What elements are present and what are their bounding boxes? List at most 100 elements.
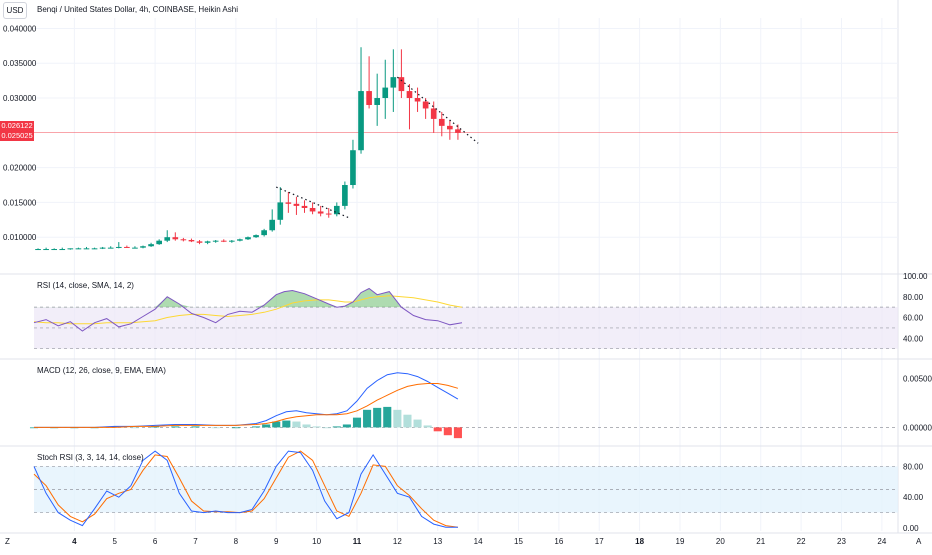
candle-body — [422, 101, 429, 109]
time-axis-tick-label: 13 — [433, 537, 442, 546]
candle-body — [156, 240, 162, 245]
time-axis-tick-label: 8 — [234, 537, 239, 546]
rsi-ma-line — [33, 295, 463, 325]
time-axis-tick-label: 12 — [393, 537, 402, 546]
candle-body — [172, 237, 179, 240]
candle-body — [382, 87, 389, 99]
macd-histogram-bar — [413, 419, 422, 428]
auto-scale-icon[interactable]: Z — [5, 537, 10, 546]
candle-body — [261, 230, 267, 236]
candle-body — [164, 237, 171, 241]
macd-histogram-bar — [453, 427, 462, 439]
candle-body — [75, 248, 82, 250]
macd-histogram-bar — [272, 421, 281, 428]
stoch-axis-tick-label: 40.00 — [903, 493, 924, 502]
time-axis-tick-label: 23 — [837, 537, 846, 546]
macd-histogram-bar — [433, 427, 442, 432]
candle-body — [43, 249, 49, 251]
time-axis-tick-label: 4 — [72, 537, 77, 546]
time-axis-tick-label: 18 — [635, 537, 644, 546]
candle-body — [196, 241, 203, 243]
last-price-tag: 0.026122 — [0, 121, 34, 131]
macd-histogram-bar — [352, 417, 362, 428]
rsi-overbought-fill — [34, 288, 462, 308]
time-axis-tick-label: 22 — [797, 537, 806, 546]
candle-body — [358, 91, 364, 151]
macd-histogram-bar — [282, 420, 291, 428]
candle-body — [204, 241, 211, 243]
candle-body — [414, 98, 421, 102]
macd-histogram-bar — [332, 426, 341, 428]
time-axis-tick-label: 21 — [756, 537, 765, 546]
candle-body — [455, 129, 461, 133]
countdown-price-tag: 0.025025 — [0, 131, 34, 141]
currency-button[interactable]: USD — [3, 2, 27, 19]
auto-axis-icon[interactable]: A — [916, 537, 922, 546]
candle-body — [366, 91, 372, 105]
candle-body — [115, 246, 122, 248]
macd-histogram-bar — [393, 409, 402, 428]
time-axis-tick-label: 7 — [193, 537, 198, 546]
candle-body — [188, 239, 195, 242]
candle-body — [229, 240, 235, 242]
macd-histogram-bar — [443, 427, 452, 436]
candle-body — [245, 237, 251, 240]
time-axis-tick-label: 24 — [877, 537, 886, 546]
time-axis-tick-label: 11 — [353, 537, 362, 546]
candle-body — [148, 244, 154, 247]
time-axis-tick-label: 6 — [153, 537, 158, 546]
macd-histogram-bar — [252, 426, 261, 428]
price-axis-tick-label: 0.020000 — [3, 164, 37, 173]
candle-body — [83, 248, 90, 250]
candle-body — [438, 118, 445, 126]
price-axis-tick-label: 0.010000 — [3, 233, 37, 242]
candle-body — [430, 108, 437, 119]
time-axis-tick-label: 20 — [716, 537, 725, 546]
time-axis-tick-label: 16 — [554, 537, 563, 546]
candle-body — [35, 249, 41, 251]
rsi-line — [33, 287, 463, 332]
macd-histogram-bar — [130, 427, 139, 429]
candle-body — [253, 235, 259, 238]
macd-histogram-bar — [383, 406, 392, 428]
macd-histogram-bar — [363, 409, 372, 428]
stoch-pane-title: Stoch RSI (3, 3, 14, 14, close) — [37, 453, 144, 462]
candle-body — [447, 125, 453, 130]
candle-body — [220, 240, 227, 242]
price-axis-tick-label: 0.015000 — [3, 198, 37, 207]
trendline — [396, 76, 479, 144]
time-axis-tick-label: 17 — [595, 537, 604, 546]
stoch-d-line — [33, 450, 458, 528]
candle-body — [406, 91, 413, 99]
candle-body — [342, 185, 348, 206]
macd-histogram-bar — [322, 427, 331, 429]
stoch-axis-tick-label: 80.00 — [903, 462, 924, 471]
macd-histogram-bar — [373, 407, 382, 428]
price-axis-tick-label: 0.035000 — [3, 59, 37, 68]
rsi-axis-tick-label: 40.00 — [903, 334, 924, 343]
macd-histogram-bar — [191, 426, 200, 428]
candle-body — [132, 247, 138, 249]
rsi-axis-tick-label: 80.00 — [903, 293, 924, 302]
candle-body — [180, 239, 187, 241]
candle-body — [301, 205, 308, 208]
macd-histogram-bar — [312, 426, 321, 428]
candle-body — [317, 211, 324, 214]
candle-body — [277, 202, 284, 220]
price-axis-tick-label: 0.030000 — [3, 94, 37, 103]
macd-histogram-bar — [171, 426, 180, 428]
candle-body — [269, 219, 276, 231]
time-axis-tick-label: 5 — [113, 537, 118, 546]
candle-body — [99, 247, 106, 249]
macd-histogram-bar — [231, 427, 240, 429]
time-axis-tick-label: 15 — [514, 537, 523, 546]
rsi-axis-tick-label: 100.00 — [903, 272, 928, 281]
price-axis-tick-label: 0.040000 — [3, 24, 37, 33]
candle-body — [91, 248, 98, 250]
time-axis-tick-label: 14 — [474, 537, 483, 546]
rsi-axis-tick-label: 60.00 — [903, 314, 924, 323]
macd-histogram-bar — [403, 414, 412, 428]
